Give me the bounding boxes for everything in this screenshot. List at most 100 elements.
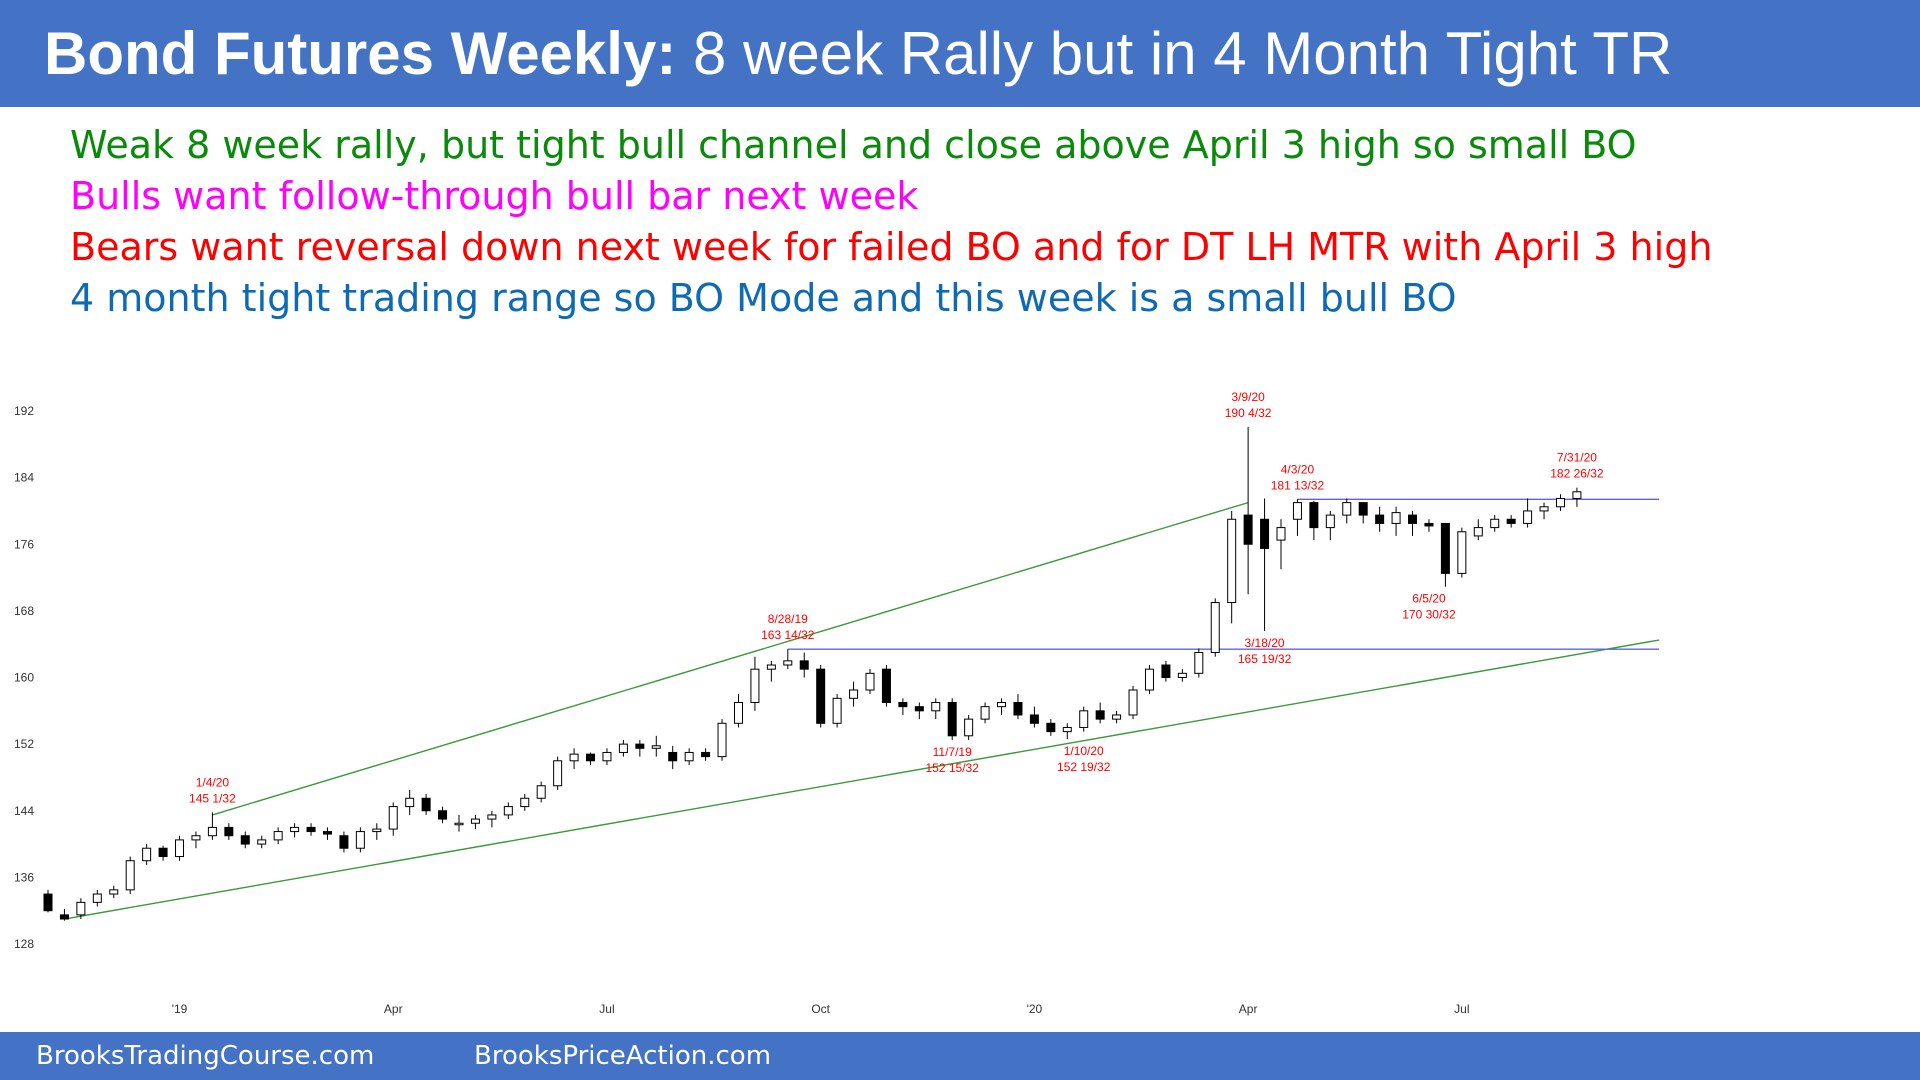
candle [1473, 519, 1483, 541]
title-bold-part: Bond Futures Weekly: [44, 20, 677, 87]
annotation-date: 11/7/19 [933, 745, 972, 759]
candle-body [240, 835, 250, 845]
note-line-1: Weak 8 week rally, but tight bull channe… [70, 123, 1637, 167]
candle [1112, 710, 1122, 724]
candle [717, 719, 727, 761]
footer-bar: BrooksTradingCourse.com BrooksPriceActio… [0, 1032, 1920, 1080]
candle [43, 889, 53, 913]
candle-body [1309, 502, 1319, 529]
candle-body [306, 826, 316, 833]
candle-body [487, 814, 497, 820]
candle-body [1539, 506, 1549, 512]
candle-body [273, 831, 283, 841]
candle [1490, 515, 1500, 532]
candle [1375, 506, 1385, 532]
candles [43, 426, 1582, 921]
candle [1408, 510, 1418, 536]
candle [470, 814, 480, 830]
y-tick-label: 192 [14, 404, 34, 418]
candle [76, 898, 86, 920]
candle-body [1194, 652, 1204, 674]
candle [980, 702, 990, 724]
candle-body [1490, 518, 1500, 529]
y-tick-label: 160 [14, 671, 34, 685]
candle-body [1325, 514, 1335, 529]
candle [750, 656, 760, 711]
y-tick-label: 168 [14, 604, 34, 618]
candle [931, 698, 941, 720]
candle [405, 789, 415, 815]
candle [997, 698, 1007, 715]
candle-body [1440, 522, 1450, 574]
candle-body [1375, 514, 1385, 524]
candle-body [1161, 664, 1171, 678]
annotation-date: 6/5/20 [1412, 592, 1446, 606]
candle-body [635, 743, 645, 749]
candle-body [865, 672, 875, 691]
annotation-date: 4/3/20 [1281, 462, 1315, 476]
candle [355, 827, 365, 853]
annotation-date: 8/28/19 [768, 612, 808, 626]
candle [1227, 510, 1237, 624]
candle [372, 823, 382, 840]
candle-body [701, 751, 711, 758]
annotation-price: 190 4/32 [1225, 406, 1272, 420]
note-line-3: Bears want reversal down next week for f… [70, 225, 1713, 269]
annotations: 1/4/20 145 1/32 8/28/19 163 14/32 11/7/19 152… [189, 390, 1604, 806]
candle [1309, 500, 1319, 541]
candle-body [536, 785, 546, 799]
candle-body [125, 860, 135, 891]
title-rest-part: 8 week Rally but in 4 Month Tight TR [693, 20, 1673, 87]
candle-body [816, 668, 826, 724]
candle-body [503, 806, 513, 816]
candle [175, 835, 185, 861]
candle-body [1046, 722, 1056, 733]
y-tick-label: 128 [14, 937, 34, 951]
candle-body [553, 760, 563, 787]
candle-body [602, 751, 612, 762]
x-axis: '19 Apr Jul Oct '20 Apr Jul [172, 1002, 1470, 1016]
candle [1046, 719, 1056, 736]
candle-body [520, 797, 530, 808]
candle-body [783, 660, 793, 666]
y-tick-label: 152 [14, 737, 34, 751]
x-tick-label: '20 [1027, 1002, 1043, 1016]
trendline [64, 639, 1660, 920]
candle [273, 827, 283, 845]
candle-body [881, 668, 891, 703]
candle [109, 885, 119, 899]
candle [1128, 685, 1138, 720]
candle [832, 694, 842, 728]
candle [1572, 487, 1582, 507]
candle [914, 702, 924, 720]
candle [92, 889, 102, 907]
candle-body [898, 701, 908, 708]
candle-body [1292, 502, 1302, 520]
candle [799, 652, 809, 678]
candle-body [355, 831, 365, 849]
candle [881, 665, 891, 707]
candle-body [388, 806, 398, 830]
candle-body [717, 722, 727, 758]
candle [898, 698, 908, 715]
candle [438, 806, 448, 824]
candle [766, 660, 776, 682]
candle-body [1210, 602, 1220, 654]
trendline [212, 501, 1249, 816]
brooks-price-action-link[interactable]: BrooksPriceAction.com [474, 1041, 772, 1071]
candle-body [1276, 527, 1286, 541]
brooks-trading-course-link[interactable]: BrooksTradingCourse.com [36, 1041, 375, 1071]
candle-body [914, 706, 924, 712]
title-bar: Bond Futures Weekly: 8 week Rally but in… [0, 0, 1920, 107]
annotation-date: 3/9/20 [1231, 390, 1265, 404]
candle-body [59, 914, 69, 920]
candle-body [322, 831, 332, 835]
candle [651, 735, 661, 757]
x-tick-label: '19 [172, 1002, 188, 1016]
candle-body [1424, 522, 1434, 527]
candle [1523, 498, 1533, 528]
y-axis: 128 136 144 152 160 168 176 184 192 [14, 404, 34, 951]
candle-body [43, 893, 53, 912]
candle-body [1112, 714, 1122, 720]
candle-body [438, 810, 448, 820]
